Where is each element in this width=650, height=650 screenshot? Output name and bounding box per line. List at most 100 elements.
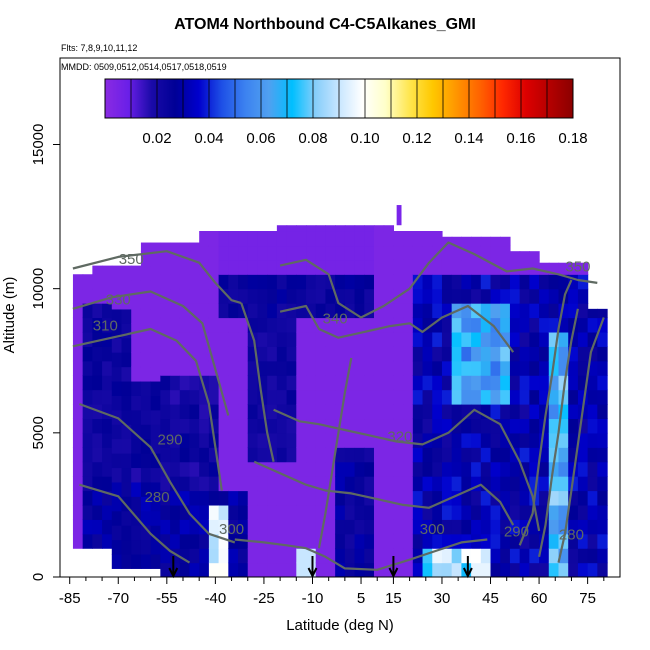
heatmap-cell [403, 548, 414, 564]
heatmap-cell [383, 360, 395, 376]
heatmap-cell [432, 360, 443, 376]
heatmap-cell [199, 259, 210, 275]
heatmap-cell [92, 490, 103, 506]
heatmap-cell [587, 389, 598, 405]
heatmap-cell [306, 225, 317, 232]
heatmap-cell [131, 467, 142, 483]
heatmap-cell [373, 245, 385, 261]
heatmap-cell [140, 352, 152, 368]
heatmap-cell [199, 476, 210, 492]
heatmap-cell [364, 231, 375, 247]
heatmap-cell [199, 490, 210, 506]
heatmap-cell [403, 231, 414, 247]
flight-arrow-head [388, 567, 399, 579]
heatmap-cell [587, 346, 598, 362]
heatmap-cell [480, 447, 492, 463]
heatmap-cell [238, 476, 249, 492]
heatmap-cell [257, 476, 268, 492]
y-tick-label: 15000 [30, 124, 47, 166]
heatmap-cell [228, 346, 239, 362]
heatmap-cell [432, 346, 443, 362]
heatmap-cell [558, 432, 569, 448]
heatmap-cell [393, 490, 404, 506]
heatmap-cell [519, 519, 530, 535]
heatmap-cell [199, 274, 210, 290]
heatmap-cell [373, 504, 385, 520]
heatmap-cell [354, 548, 365, 564]
heatmap-cell [393, 259, 404, 275]
heatmap-cell [160, 432, 171, 448]
heatmap-cell [354, 418, 365, 434]
heatmap-cell [102, 389, 113, 405]
heatmap-cell [82, 346, 93, 362]
heatmap-cell [140, 525, 152, 541]
heatmap-cell [208, 418, 220, 434]
heatmap-cell [500, 476, 511, 492]
heatmap-cell [412, 303, 424, 319]
heatmap-cell [276, 533, 288, 549]
contour-label: 300 [219, 521, 244, 538]
heatmap-cell [296, 418, 307, 434]
heatmap-cell [228, 245, 239, 261]
heatmap-cell [461, 317, 472, 333]
heatmap-cell [228, 404, 239, 420]
heatmap-cell [403, 418, 414, 434]
heatmap-cell [393, 331, 404, 347]
heatmap-cell [179, 504, 191, 520]
heatmap-cell [373, 317, 385, 333]
heatmap-cell [432, 533, 443, 549]
colorbar-tick-label: 0.10 [350, 130, 379, 147]
heatmap-cell [179, 259, 191, 275]
heatmap-cell [247, 504, 259, 520]
contour-line [234, 538, 488, 571]
heatmap-cell [315, 519, 327, 535]
heatmap-cell [403, 346, 414, 362]
heatmap-cell [267, 303, 278, 319]
heatmap-cell [529, 519, 540, 535]
heatmap-cell [539, 274, 550, 290]
heatmap-cell [238, 490, 249, 506]
heatmap-cell [471, 476, 482, 492]
heatmap-cell [373, 389, 385, 405]
heatmap-cell [208, 519, 220, 535]
heatmap-cell [218, 533, 229, 549]
heatmap-cell [587, 519, 598, 535]
heatmap-cell [208, 303, 220, 319]
heatmap-cell [529, 447, 540, 463]
heatmap-cell [587, 548, 598, 564]
heatmap-cell [364, 504, 375, 520]
heatmap-cell [111, 525, 123, 541]
heatmap-cell [500, 490, 511, 506]
heatmap-cell [276, 346, 288, 362]
heatmap-cell [412, 548, 424, 564]
heatmap-cell [150, 366, 161, 382]
heatmap-cell [102, 404, 113, 420]
heatmap-cell [296, 360, 307, 376]
heatmap-cell [403, 461, 414, 477]
heatmap-cell [471, 375, 482, 391]
heatmap-cell [461, 476, 472, 492]
heatmap-cell [364, 533, 375, 549]
heatmap-cell [160, 245, 171, 261]
heatmap-cell [179, 476, 191, 492]
heatmap-cell [364, 432, 375, 448]
heatmap-cell [577, 346, 589, 362]
heatmap-cell [286, 288, 297, 304]
heatmap-cell [509, 288, 521, 304]
heatmap-cell [539, 262, 550, 275]
heatmap-cell [558, 461, 569, 477]
heatmap-cell [383, 231, 395, 247]
heatmap-cell [354, 231, 365, 247]
heatmap-cell [364, 461, 375, 477]
heatmap-cell [441, 389, 453, 405]
heatmap-cell [490, 331, 501, 347]
heatmap-cell [500, 548, 511, 564]
heatmap-cell [577, 389, 589, 405]
heatmap-cell [335, 548, 346, 564]
heatmap-cell [364, 303, 375, 319]
heatmap-cell [412, 346, 424, 362]
heatmap-cell [121, 510, 132, 526]
x-tick-label: 15 [385, 590, 402, 607]
heatmap-cell [354, 225, 365, 232]
heatmap-cell [315, 303, 327, 319]
